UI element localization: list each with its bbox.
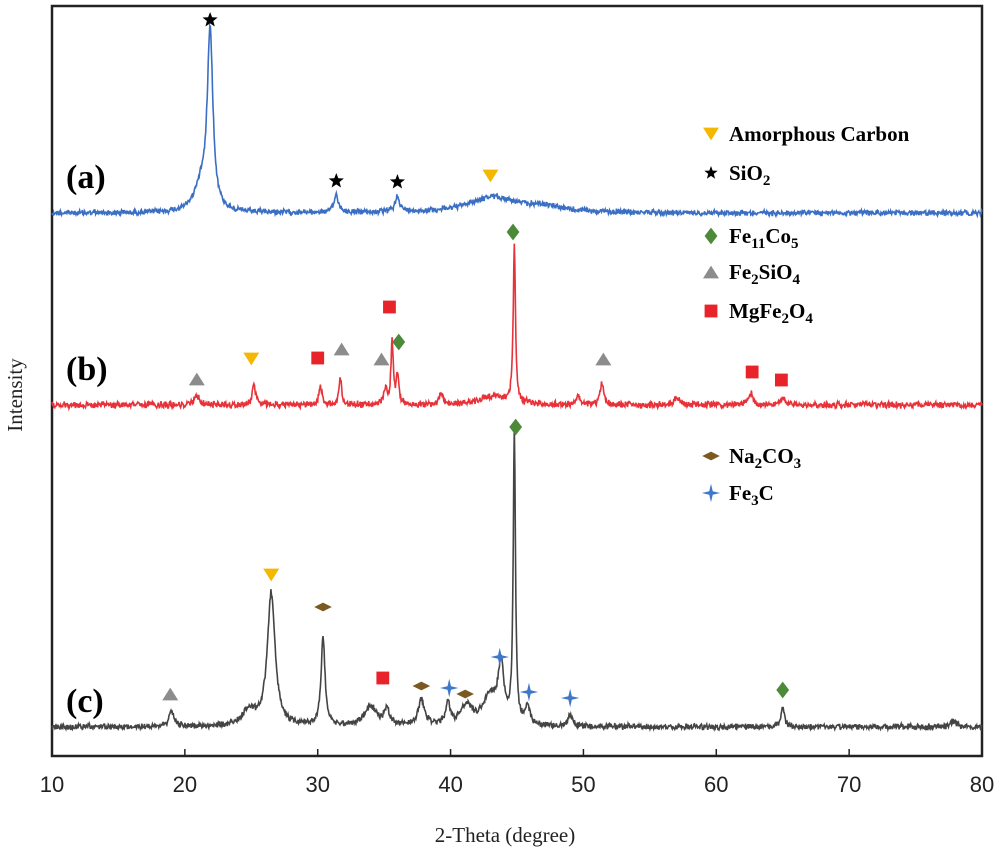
- marker-amorphous-carbon-2-1: [263, 568, 280, 582]
- legend-entry-sio2: SiO2: [704, 161, 770, 189]
- marker-fe2sio4-1-8: [595, 352, 612, 366]
- marker-na2co3-2-4: [412, 681, 431, 691]
- marker-fe2sio4-2-0: [162, 687, 179, 701]
- legend-entry-fe11co5: Fe11Co5: [704, 224, 799, 252]
- legend-symbol: [704, 227, 718, 245]
- legend-label: Na2CO3: [729, 444, 801, 472]
- x-tick-label-70: 70: [837, 772, 861, 797]
- marker-fe2sio4-1-4: [373, 352, 390, 366]
- marker-fe3c-2-10: [560, 688, 580, 708]
- marker-fe11co5-2-11: [776, 681, 790, 699]
- marker-amorphous-carbon-0-3: [482, 169, 499, 183]
- plot-frame: [50, 4, 984, 758]
- marker-sio2-0-0: [202, 12, 218, 27]
- phase-markers: [162, 12, 790, 708]
- x-tick-label-40: 40: [438, 772, 462, 797]
- legend-entry-mgfe2o4: MgFe2O4: [704, 299, 813, 327]
- marker-na2co3-2-6: [456, 689, 474, 699]
- series-0-curve: [51, 22, 983, 219]
- x-tick-label-30: 30: [305, 772, 329, 797]
- x-tick-label-20: 20: [173, 772, 197, 797]
- marker-fe2sio4-1-3: [333, 342, 350, 356]
- legend-symbol: [702, 451, 720, 461]
- legend-entry-fe2sio4: Fe2SiO4: [703, 260, 801, 288]
- marker-fe2sio4-1-0: [188, 372, 205, 386]
- legend-symbol: [703, 127, 719, 141]
- x-tick-label-10: 10: [40, 772, 64, 797]
- pattern-curves: [51, 22, 983, 733]
- marker-mgfe2o4-1-2: [311, 351, 325, 365]
- legend-label: Fe11Co5: [729, 224, 799, 252]
- x-tick-label-50: 50: [571, 772, 595, 797]
- x-axis-ticks: 10 20 30 40 50 60 70 80: [40, 749, 994, 797]
- marker-fe3c-2-9: [519, 682, 539, 702]
- marker-fe3c-2-7: [490, 647, 509, 667]
- legend-entry-na2co3: Na2CO3: [702, 444, 801, 472]
- legend-label: Fe3C: [729, 481, 774, 509]
- legend-label: SiO2: [729, 161, 770, 189]
- legend-label: MgFe2O4: [729, 299, 813, 327]
- panel-label-2: (c): [66, 683, 104, 720]
- marker-mgfe2o4-2-3: [376, 671, 390, 685]
- marker-fe11co5-2-8: [509, 418, 523, 436]
- marker-fe11co5-1-6: [392, 333, 406, 351]
- marker-amorphous-carbon-1-1: [243, 352, 260, 366]
- panel-label-1: (b): [66, 351, 108, 388]
- legend-symbol: [703, 265, 719, 279]
- marker-mgfe2o4-1-9: [745, 365, 759, 379]
- series-2-curve: [51, 427, 983, 733]
- marker-fe11co5-1-7: [506, 223, 520, 241]
- marker-mgfe2o4-1-5: [383, 300, 396, 314]
- legend-label: Amorphous Carbon: [729, 122, 910, 146]
- legend-entry-fe3c: Fe3C: [701, 481, 774, 509]
- marker-na2co3-2-2: [314, 602, 332, 612]
- x-axis-title: 2-Theta (degree): [435, 823, 576, 847]
- x-tick-label-80: 80: [970, 772, 994, 797]
- panel-labels: (a) (b) (c): [66, 159, 108, 720]
- marker-sio2-0-2: [389, 174, 405, 189]
- marker-sio2-0-1: [328, 173, 344, 188]
- y-axis-title: Intensity: [3, 358, 27, 432]
- marker-fe3c-2-5: [440, 678, 459, 698]
- legend-symbol: [704, 166, 718, 179]
- legend-entry-amorphous-carbon: Amorphous Carbon: [703, 122, 910, 146]
- legend-label: Fe2SiO4: [729, 260, 801, 288]
- x-tick-label-60: 60: [704, 772, 728, 797]
- marker-mgfe2o4-1-10: [774, 373, 788, 387]
- panel-label-0: (a): [66, 159, 106, 196]
- legend-symbol: [704, 304, 718, 318]
- series-1-curve: [51, 243, 983, 412]
- legend: Amorphous Carbon SiO2 Fe11Co5 Fe2SiO4 MgFe2O…: [701, 122, 910, 509]
- legend-symbol: [701, 483, 721, 503]
